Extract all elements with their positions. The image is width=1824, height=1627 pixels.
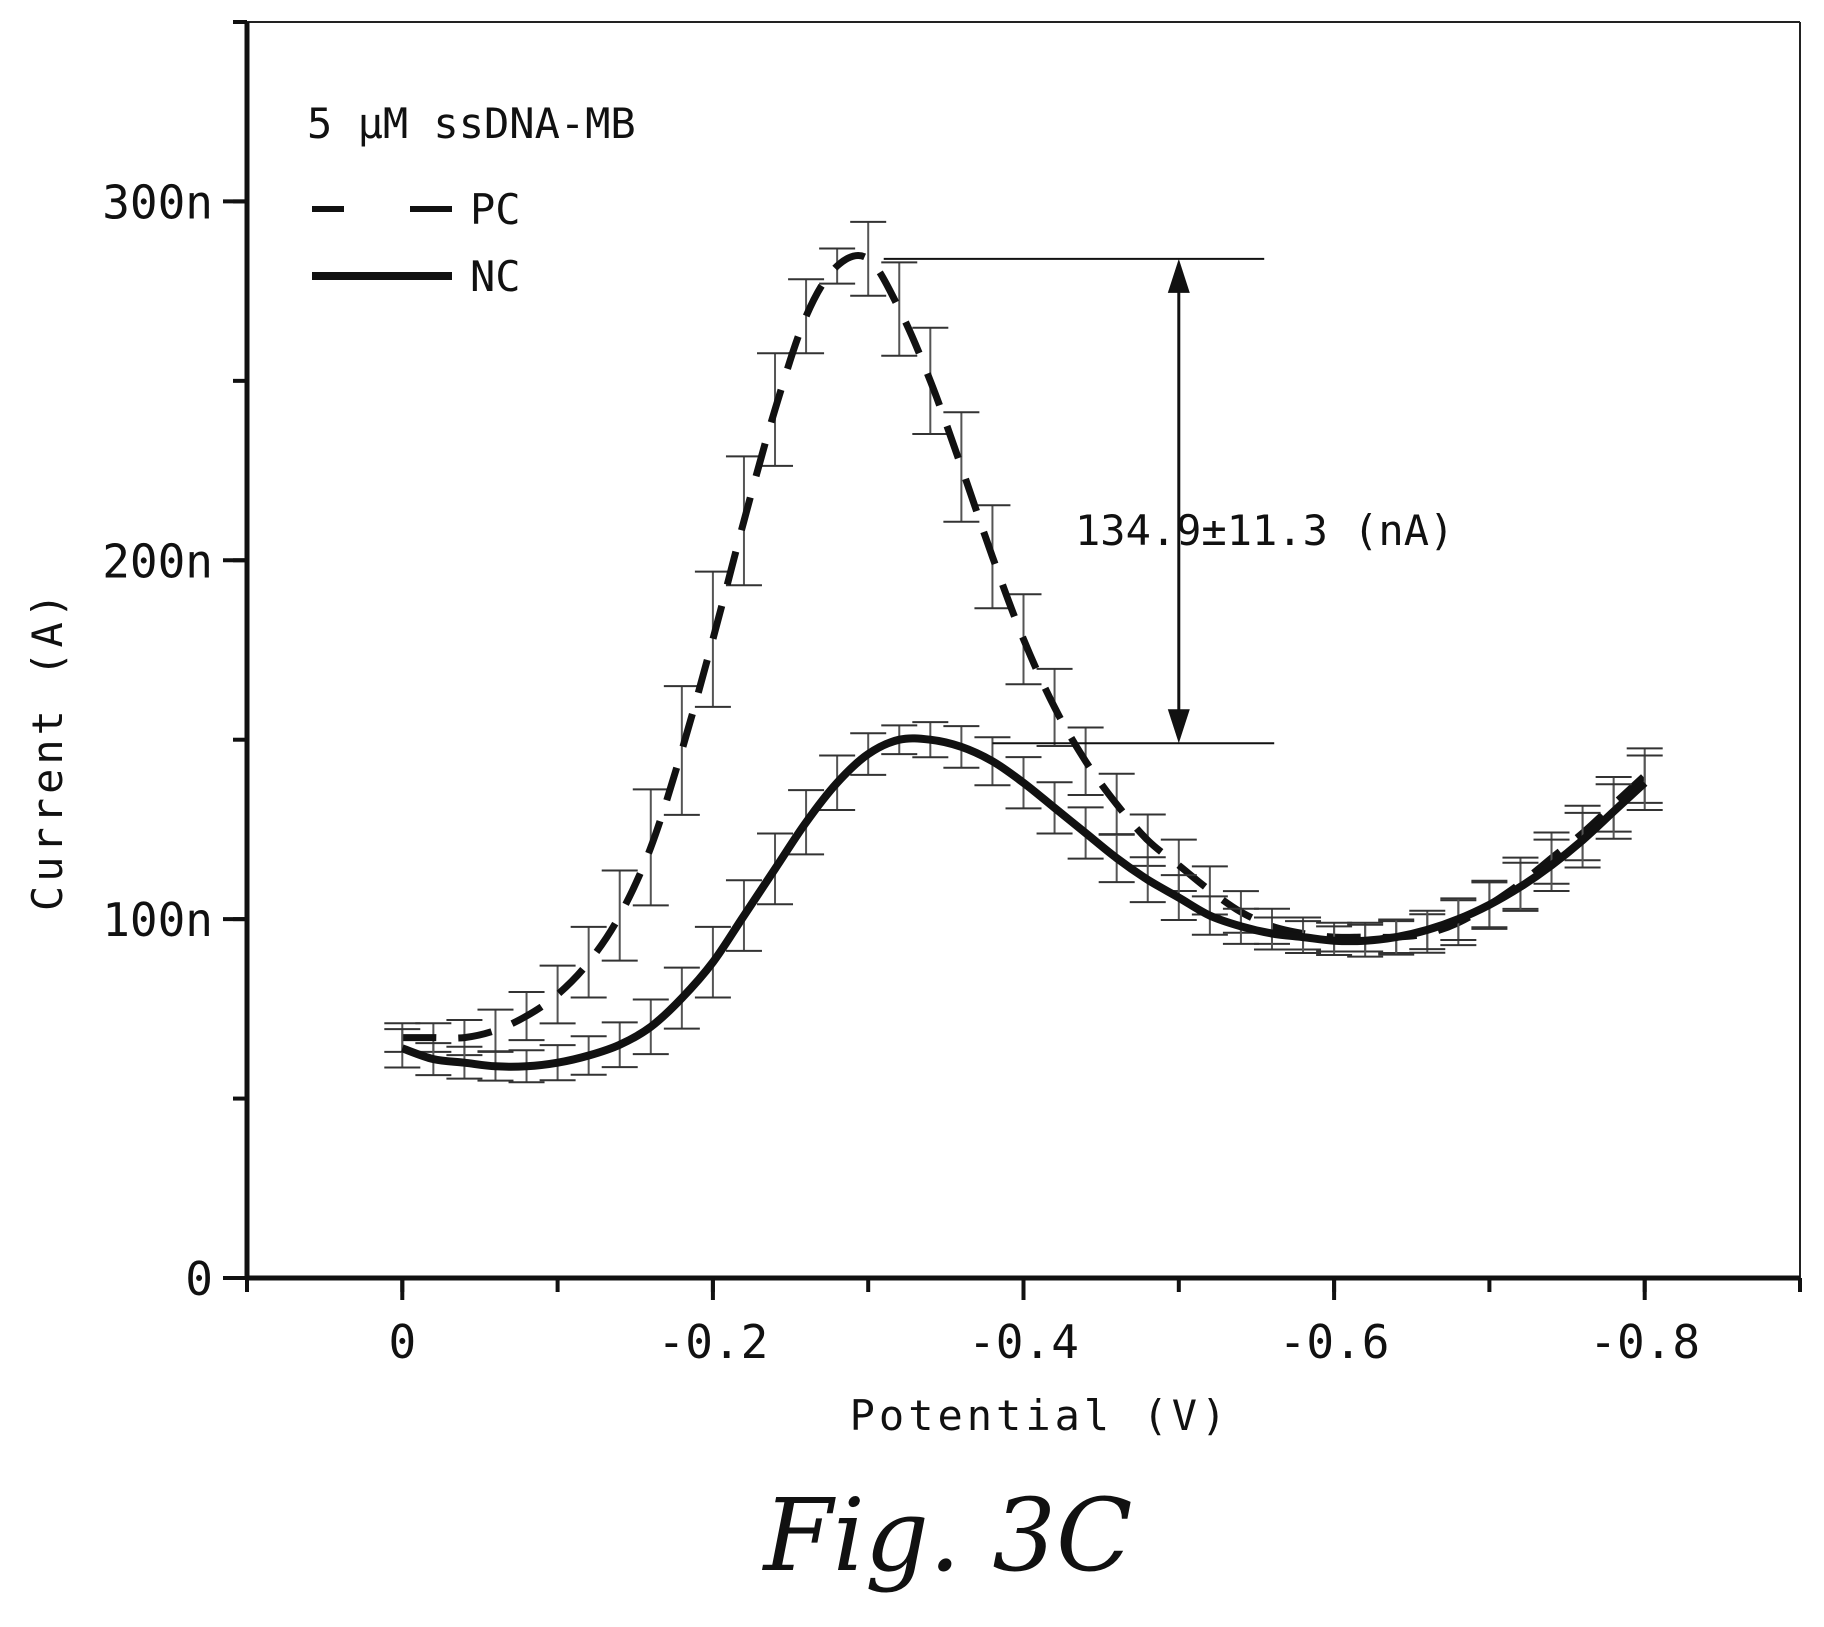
legend-label-nc: NC (470, 252, 521, 301)
series-nc (384, 721, 1663, 1084)
annotation-group (883, 257, 1275, 745)
x-axis-title: Potential (V) (850, 1391, 1231, 1440)
y-tick-label: 100n (102, 893, 213, 947)
x-tick-label: -0.2 (658, 1315, 769, 1369)
y-axis-title: Current (A) (23, 589, 72, 911)
series-line-pc (402, 251, 1648, 1042)
x-tick-label: -0.4 (968, 1315, 1079, 1369)
series-group (384, 220, 1663, 1084)
y-tick-label: 0 (185, 1252, 213, 1306)
x-tick-label: -0.6 (1279, 1315, 1390, 1369)
axis-ticks: 0 -0.2 -0.4 -0.6 -0.8 0 100n 200n 300n (102, 20, 1802, 1369)
legend-title: 5 μM ssDNA-MB (307, 99, 636, 148)
series-pc (384, 220, 1663, 1057)
annotation-arrow-head-down (1167, 709, 1190, 744)
x-tick-label: -0.8 (1589, 1315, 1700, 1369)
y-tick-label: 300n (102, 175, 213, 229)
figure-caption: Fig. 3C (761, 1477, 1132, 1594)
series-line-nc (400, 734, 1648, 1071)
y-tick-label: 200n (102, 534, 213, 588)
legend-label-pc: PC (470, 185, 521, 234)
legend: 5 μM ssDNA-MB PC NC (307, 99, 636, 301)
x-tick-label: 0 (388, 1315, 416, 1369)
annotation-arrow-head-up (1167, 258, 1190, 293)
annotation-label: 134.9±11.3 (nA) (1075, 506, 1454, 555)
